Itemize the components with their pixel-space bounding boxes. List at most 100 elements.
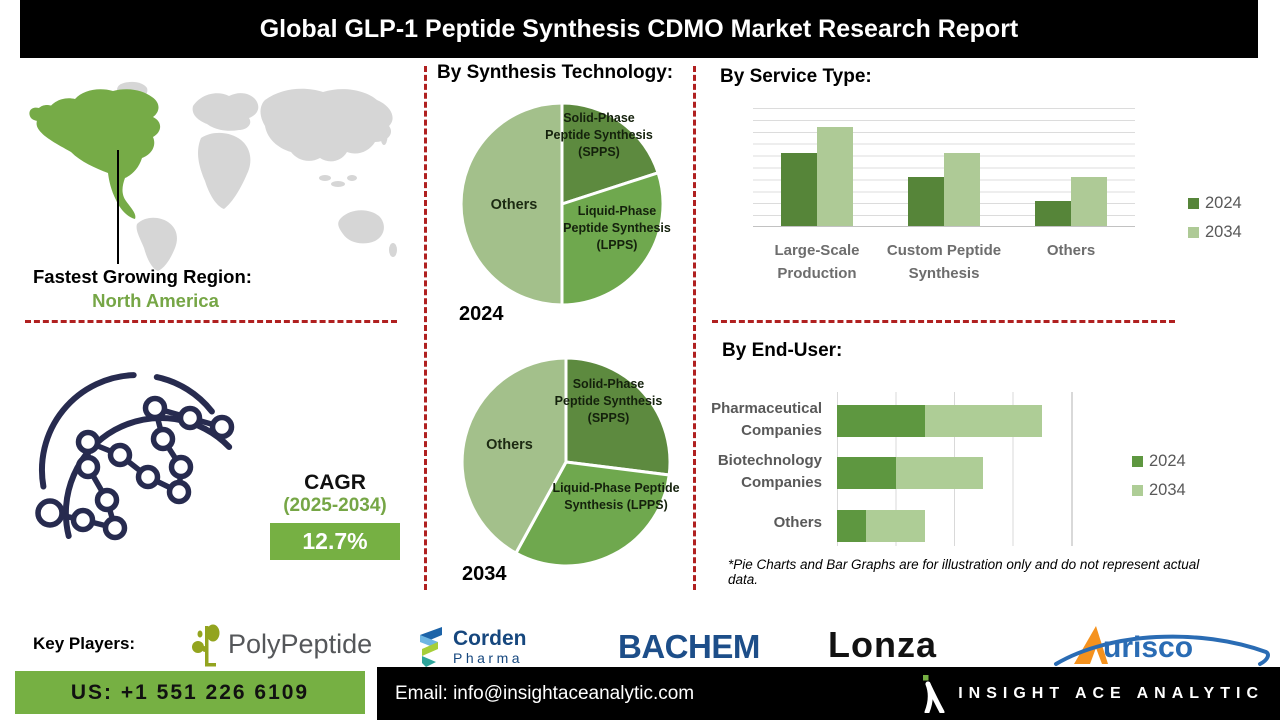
divider-vertical-right [693,66,696,590]
legend-item: 2024 [1188,194,1242,213]
brand-name: INSIGHT ACE ANALYTIC [958,684,1264,702]
phone-banner: US: +1 551 226 6109 [15,671,365,714]
map-new-zealand [389,243,397,257]
bachem-logo: BACHEM [618,628,760,666]
legend-swatch [1188,227,1199,238]
pharma-text: Pharma [453,650,524,667]
brand-block: INSIGHT ACE ANALYTIC [920,674,1264,713]
corden-pharma-wordmark: Corden Pharma [453,626,527,667]
end-user-category-label: Biotechnology Companies [717,452,822,491]
service-type-chart [753,108,1135,227]
legend-item: 2024 [1132,452,1186,471]
pie2024-label-others: Others [490,197,538,213]
fastest-growing-region-label: Fastest Growing Region: [33,266,252,287]
aurisco-logo: urisco [1050,618,1275,674]
end-user-legend: 2024 2034 [1132,452,1186,510]
legend-label: 2034 [1149,481,1186,499]
end-user-segment-2024 [837,510,867,542]
end-user-segment-2024 [837,457,896,489]
corden-pharma-icon [420,627,442,667]
pie-chart-2024 [459,101,665,307]
corden-pharma-logo: Corden Pharma [412,626,527,668]
end-user-category-label: Others [773,514,822,531]
map-europe [192,93,259,131]
pie-slice [564,356,672,477]
world-map [25,78,415,278]
map-africa [198,132,251,209]
pie-chart-2034 [460,356,672,568]
divider-horizontal-right [712,320,1175,323]
pie2034-label-others: Others [486,437,533,453]
pie2034-label-lpps: Liquid-Phase Peptide Synthesis (LPPS) [552,481,680,512]
fastest-growing-region-value: North America [92,290,219,311]
pie-slice [560,101,660,206]
cagr-label: CAGR [304,471,366,494]
map-island [331,181,345,187]
end-user-segment-2034 [924,405,1042,437]
pie-slice [459,101,564,307]
pie2024-label-spps: Solid-Phase Peptide Synthesis (SPPS) [545,111,653,159]
end-user-category-label: Pharmaceutical Companies [711,400,822,439]
insight-ace-logo-icon [923,674,945,713]
pie-slice [460,356,568,555]
service-bar-2024 [908,176,944,226]
pie-slice [560,171,665,307]
map-island [347,175,357,181]
pie2024-label-lpps: Liquid-Phase Peptide Synthesis (LPPS) [563,204,671,252]
pie2034-label-spps: Solid-Phase Peptide Synthesis (SPPS) [554,377,663,425]
legend-swatch [1132,485,1143,496]
email-banner: Email: info@insightaceanalytic.com INSIG… [377,667,1280,720]
end-user-segment-2034 [895,457,984,489]
map-island [319,175,331,181]
aurisco-icon [1054,626,1270,666]
peptide-molecule-icon [35,372,235,541]
end-user-segment-2024 [837,405,925,437]
service-bar-2024 [1035,201,1071,226]
service-bar-2034 [944,153,980,226]
world-map-graphic [29,81,397,271]
legend-label: 2024 [1149,452,1186,470]
lonza-logo: Lonza [828,624,937,666]
pie2024-year: 2024 [459,303,504,325]
divider-vertical-left [424,66,427,590]
pie-slice [514,460,671,568]
end-user-title: By End-User: [722,340,843,361]
divider-horizontal-left [25,320,397,323]
email-text: Email: info@insightaceanalytic.com [395,682,695,704]
legend-label: 2024 [1205,194,1242,212]
legend-label: 2034 [1205,223,1242,241]
corden-text: Corden [453,626,527,650]
legend-swatch [1188,198,1199,209]
service-bar-2034 [1071,176,1107,226]
chart-disclaimer: *Pie Charts and Bar Graphs are for illus… [728,557,1200,587]
map-australia [338,210,384,244]
legend-item: 2034 [1188,223,1242,242]
legend-swatch [1132,456,1143,467]
polypeptide-logo: PolyPeptide [192,620,372,668]
cagr-block: CAGR (2025-2034) 12.7% [270,471,400,560]
service-category-label: Others [1046,242,1096,259]
legend-item: 2034 [1132,481,1186,500]
service-type-title: By Service Type: [720,66,872,87]
map-south-america [136,217,177,271]
cagr-value-badge: 12.7% [270,523,400,560]
service-category-label: Custom Peptide Synthesis [886,242,1002,282]
key-players-label: Key Players: [33,634,136,653]
end-user-chart [837,392,1073,546]
service-category-label: Large-Scale Production [774,242,860,282]
map-north-america-highlight [36,89,161,219]
cagr-period: (2025-2034) [283,495,387,516]
lonza-wordmark: Lonza [828,624,937,665]
service-bar-2024 [781,153,817,226]
service-type-legend: 2024 2034 [1188,194,1242,252]
synthesis-technology-title: By Synthesis Technology: [437,62,674,83]
polypeptide-icon [192,624,220,667]
bachem-wordmark: BACHEM [618,628,760,665]
map-japan [380,127,388,145]
page-title: Global GLP-1 Peptide Synthesis CDMO Mark… [20,0,1258,58]
polypeptide-wordmark: PolyPeptide [228,628,373,659]
service-bar-2034 [817,127,853,226]
end-user-segment-2034 [866,510,925,542]
map-pointer-line [117,150,119,264]
